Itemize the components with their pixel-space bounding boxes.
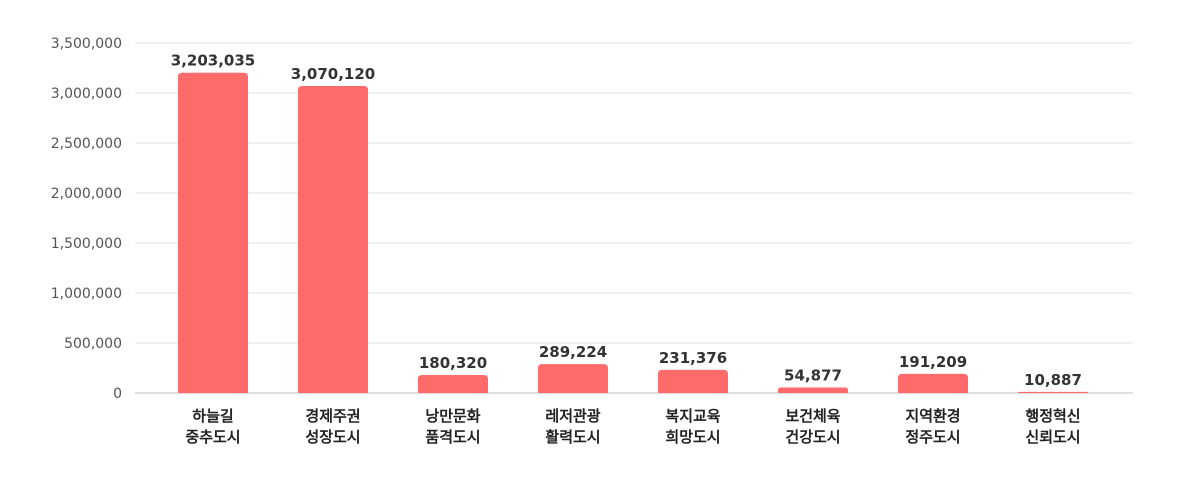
y-tick-label: 0 <box>113 386 122 402</box>
y-tick-label: 500,000 <box>64 336 122 352</box>
bar-value-label: 289,224 <box>539 343 607 361</box>
x-category-label: 복지교육 <box>665 407 720 425</box>
y-tick-label: 1,500,000 <box>51 236 122 252</box>
bar <box>778 387 848 393</box>
bar <box>298 85 368 393</box>
x-category-label: 정주도시 <box>905 428 960 446</box>
bars <box>178 72 1088 393</box>
bar <box>538 364 608 393</box>
bar-value-label: 231,376 <box>659 349 727 367</box>
x-category-label: 희망도시 <box>665 428 720 446</box>
bar <box>658 369 728 393</box>
bar-value-label: 3,203,035 <box>171 52 255 70</box>
bar <box>898 373 968 393</box>
bar-value-label: 3,070,120 <box>291 65 375 83</box>
bar-value-label: 191,209 <box>899 353 967 371</box>
x-category-label: 행정혁신 <box>1025 407 1080 425</box>
x-category-label: 하늘길 <box>192 407 233 425</box>
bar-value-label: 54,877 <box>784 367 842 385</box>
x-category-label: 보건체육 <box>785 407 840 425</box>
x-category-label: 레저관광 <box>545 407 600 425</box>
x-category-label: 중추도시 <box>185 428 240 446</box>
bar <box>1018 391 1088 393</box>
y-tick-label: 2,000,000 <box>51 186 122 202</box>
gridlines <box>135 42 1133 394</box>
bar-value-label: 10,887 <box>1024 371 1082 389</box>
x-category-label: 경제주권 <box>305 407 360 425</box>
bar <box>418 374 488 393</box>
x-category-label: 품격도시 <box>425 428 480 446</box>
y-axis-tick-labels: 0 500,000 1,000,000 1,500,000 2,000,000 2,500… <box>51 36 122 402</box>
bar-value-label: 180,320 <box>419 354 487 372</box>
x-category-label: 활력도시 <box>545 428 600 446</box>
x-category-label: 건강도시 <box>785 428 840 446</box>
y-tick-label: 3,000,000 <box>51 86 122 102</box>
y-tick-label: 3,500,000 <box>51 36 122 52</box>
value-labels: 3,203,035 3,070,120 180,320 289,224 231,376 5… <box>171 52 1082 389</box>
y-tick-label: 2,500,000 <box>51 136 122 152</box>
x-category-label: 지역환경 <box>905 407 960 425</box>
x-category-label: 성장도시 <box>305 428 360 446</box>
x-category-label: 낭만문화 <box>425 407 480 425</box>
x-category-label: 신뢰도시 <box>1025 428 1080 446</box>
y-tick-label: 1,000,000 <box>51 286 122 302</box>
bar <box>178 72 248 393</box>
